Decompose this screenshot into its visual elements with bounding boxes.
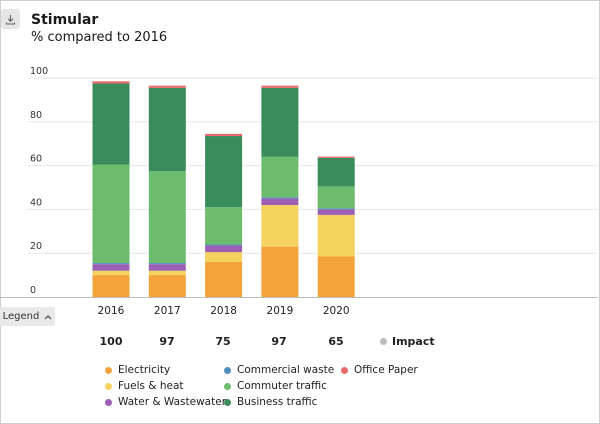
bar-segment-office-paper[interactable] (148, 85, 186, 88)
legend-item-commercial-waste[interactable]: Commercial waste (224, 364, 334, 376)
legend-swatch (224, 382, 231, 390)
legend-swatch (105, 398, 112, 406)
impact-legend[interactable]: Impact (380, 335, 435, 348)
bar-segment-commercial-waste[interactable] (148, 263, 186, 265)
bar-segment-electricity[interactable] (317, 256, 355, 297)
legend-item-office-paper[interactable]: Office Paper (341, 364, 418, 376)
total-value: 97 (159, 335, 175, 348)
bar-segment-commuter-traffic[interactable] (92, 164, 130, 264)
bar-segment-business-traffic[interactable] (205, 136, 243, 208)
legend-label: Office Paper (354, 364, 418, 376)
bar-segment-commercial-waste[interactable] (92, 263, 130, 265)
bar-segment-fuels-heat[interactable] (317, 214, 355, 257)
bar-segment-electricity[interactable] (261, 246, 299, 297)
legend-label: Business traffic (237, 396, 318, 408)
legend-swatch (105, 366, 112, 374)
y-tick-label: 0 (30, 285, 36, 296)
bar-segment-commuter-traffic[interactable] (205, 207, 243, 245)
bar-segment-water-wastewater[interactable] (148, 264, 186, 271)
bar-segment-water-wastewater[interactable] (317, 209, 355, 215)
bar-segment-water-wastewater[interactable] (92, 264, 130, 271)
y-tick-label: 40 (30, 197, 42, 208)
legend-item-business-traffic[interactable]: Business traffic (224, 396, 317, 408)
legend-label: Commuter traffic (237, 380, 327, 392)
chevron-up-icon (44, 314, 52, 319)
stacked-bar-chart: 0 20 40 60 80 100 2016 2017 2018 2019 2020 (0, 66, 598, 317)
x-tick-label: 2018 (210, 305, 237, 317)
bar-segment-commuter-traffic[interactable] (148, 171, 186, 264)
download-icon (5, 14, 16, 25)
legend-swatch (105, 382, 112, 390)
bar-segment-business-traffic[interactable] (261, 87, 299, 157)
bar-segment-fuels-heat[interactable] (92, 270, 130, 276)
total-value: 97 (271, 335, 287, 348)
bar-segment-fuels-heat[interactable] (261, 205, 299, 247)
x-tick-label: 2019 (267, 305, 294, 317)
bar-segment-electricity[interactable] (148, 275, 186, 297)
bar-segment-office-paper[interactable] (317, 156, 355, 158)
y-tick-label: 80 (30, 110, 42, 121)
bar-segment-commercial-waste[interactable] (317, 208, 355, 210)
x-tick-label: 2017 (154, 305, 181, 317)
y-tick-label: 20 (30, 241, 42, 252)
bar-segment-commuter-traffic[interactable] (261, 156, 299, 198)
total-value: 75 (215, 335, 231, 348)
legend-label: Commercial waste (237, 364, 335, 376)
legend-item-commuter-traffic[interactable]: Commuter traffic (224, 380, 327, 392)
y-tick-label: 100 (30, 66, 48, 77)
legend-item-electricity[interactable]: Electricity (105, 364, 170, 376)
chart-subtitle: % compared to 2016 (31, 30, 168, 45)
bar-segment-electricity[interactable] (92, 275, 130, 297)
legend-swatch (224, 366, 231, 374)
legend-toggle-button[interactable]: Legend (0, 307, 55, 326)
bar-segment-water-wastewater[interactable] (261, 198, 299, 206)
impact-label: Impact (392, 335, 435, 348)
bar-segment-fuels-heat[interactable] (205, 252, 243, 262)
bar-segment-office-paper[interactable] (205, 133, 243, 137)
total-value: 100 (99, 335, 123, 348)
bar-segment-water-wastewater[interactable] (205, 245, 243, 253)
bar-segment-business-traffic[interactable] (317, 157, 355, 187)
legend-label: Electricity (118, 364, 171, 376)
bar-segment-electricity[interactable] (205, 261, 243, 297)
bar-segment-commuter-traffic[interactable] (317, 186, 355, 209)
x-tick-label: 2016 (98, 305, 125, 317)
legend-label: Water & Wastewater (118, 396, 227, 408)
download-button[interactable] (1, 9, 20, 29)
total-value: 65 (328, 335, 344, 348)
legend-toggle-label: Legend (2, 311, 40, 322)
legend-swatch (224, 398, 231, 406)
y-tick-label: 60 (30, 154, 42, 165)
impact-dot (380, 338, 387, 345)
bar-segment-business-traffic[interactable] (148, 87, 186, 172)
legend-item-fuels-heat[interactable]: Fuels & heat (105, 380, 184, 392)
bar-segment-office-paper[interactable] (261, 85, 299, 88)
legend-swatch (341, 366, 348, 374)
bar-segment-business-traffic[interactable] (92, 83, 130, 165)
bar-segment-office-paper[interactable] (92, 81, 130, 84)
bar-segment-commercial-waste[interactable] (261, 197, 299, 199)
x-tick-label: 2020 (323, 305, 350, 317)
bar-segment-fuels-heat[interactable] (148, 270, 186, 276)
legend-label: Fuels & heat (118, 380, 184, 392)
chart-title: Stimular (31, 12, 99, 28)
legend-item-water-wastewater[interactable]: Water & Wastewater (105, 396, 226, 408)
bar-segment-commercial-waste[interactable] (205, 244, 243, 246)
